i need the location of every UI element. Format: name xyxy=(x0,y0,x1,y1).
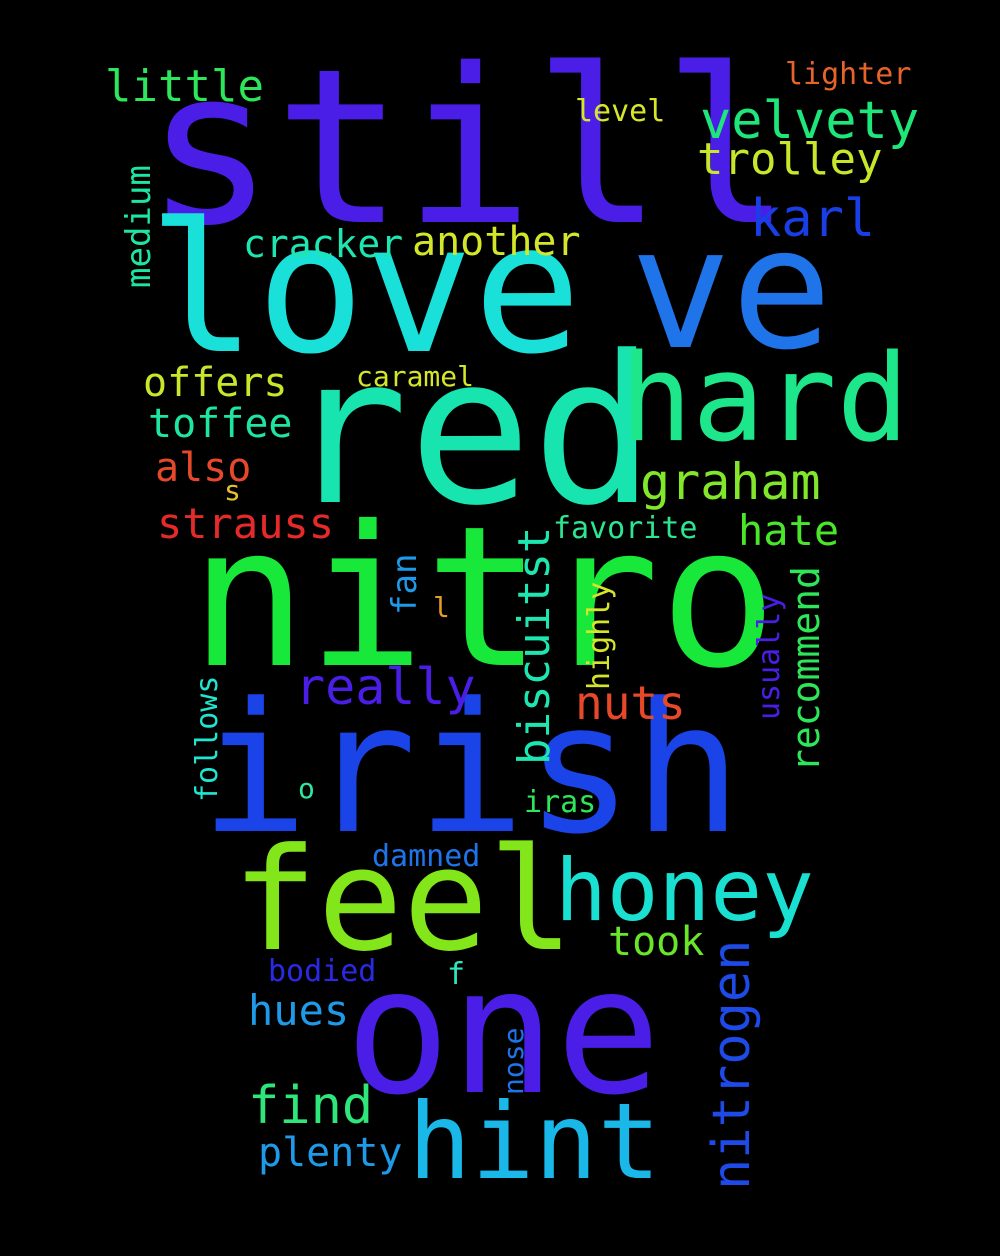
word-follows: follows xyxy=(190,675,225,802)
word-find: find xyxy=(248,1076,374,1136)
word-little: little xyxy=(105,61,264,112)
word-bodied: bodied xyxy=(268,954,377,989)
word-s: s xyxy=(224,474,241,507)
word-took: took xyxy=(608,919,705,965)
word-hate: hate xyxy=(738,506,840,555)
word-favorite: favorite xyxy=(553,511,698,546)
word-hard: hard xyxy=(620,330,909,469)
word-karl: karl xyxy=(750,189,876,249)
word-irish: irish xyxy=(200,665,742,874)
word-caramel: caramel xyxy=(356,360,475,393)
word-hint: hint xyxy=(408,1081,661,1203)
word-damned: damned xyxy=(372,839,481,874)
word-plenty: plenty xyxy=(258,1130,403,1176)
word-o: o xyxy=(298,772,315,805)
word-one: one xyxy=(345,931,662,1134)
word-l: l xyxy=(433,591,450,624)
word-nitro: nitro xyxy=(190,484,777,711)
word-nose: nose xyxy=(497,1027,530,1095)
word-love: love xyxy=(148,185,582,394)
word-really: really xyxy=(295,658,476,716)
word-cracker: cracker xyxy=(243,222,404,266)
word-lighter: lighter xyxy=(785,57,912,92)
word-level: level xyxy=(575,94,666,129)
word-trolley: trolley xyxy=(697,134,883,185)
word-fan: fan xyxy=(385,553,425,615)
word-also: also xyxy=(155,445,252,491)
word-hues: hues xyxy=(248,986,350,1035)
word-medium: medium xyxy=(119,165,159,288)
word-f: f xyxy=(447,957,466,992)
word-toffee: toffee xyxy=(148,401,293,447)
word-honey: honey xyxy=(555,841,814,941)
word-still: still xyxy=(145,22,793,273)
word-velvety: velvety xyxy=(700,91,920,151)
word-iras: iras xyxy=(524,785,597,820)
word-offers: offers xyxy=(143,360,288,406)
word-another: another xyxy=(412,219,581,265)
word-nitrogen: nitrogen xyxy=(702,939,762,1190)
word-ve: ve xyxy=(630,191,833,387)
word-recommend: recommend xyxy=(784,566,828,772)
word-graham: graham xyxy=(640,453,821,511)
word-strauss: strauss xyxy=(157,499,335,548)
word-usually: usually xyxy=(752,593,787,720)
word-highly: highly xyxy=(582,581,617,690)
word-red: red xyxy=(285,313,656,551)
word-feel: feel xyxy=(232,818,574,983)
word-biscuitst: biscuitst xyxy=(509,526,560,765)
word-nuts: nuts xyxy=(575,676,686,730)
